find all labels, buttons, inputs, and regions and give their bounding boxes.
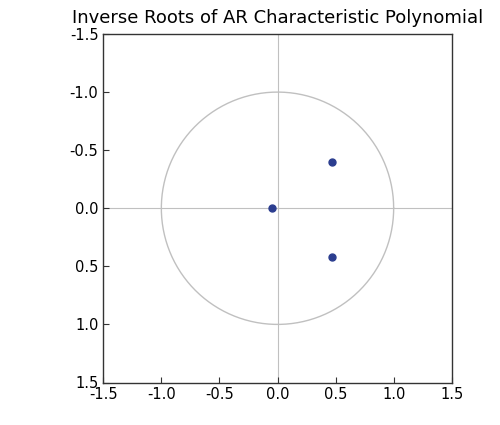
Point [328,254,336,261]
Point [268,205,276,212]
Point [328,159,336,165]
Title: Inverse Roots of AR Characteristic Polynomial: Inverse Roots of AR Characteristic Polyn… [72,9,483,27]
